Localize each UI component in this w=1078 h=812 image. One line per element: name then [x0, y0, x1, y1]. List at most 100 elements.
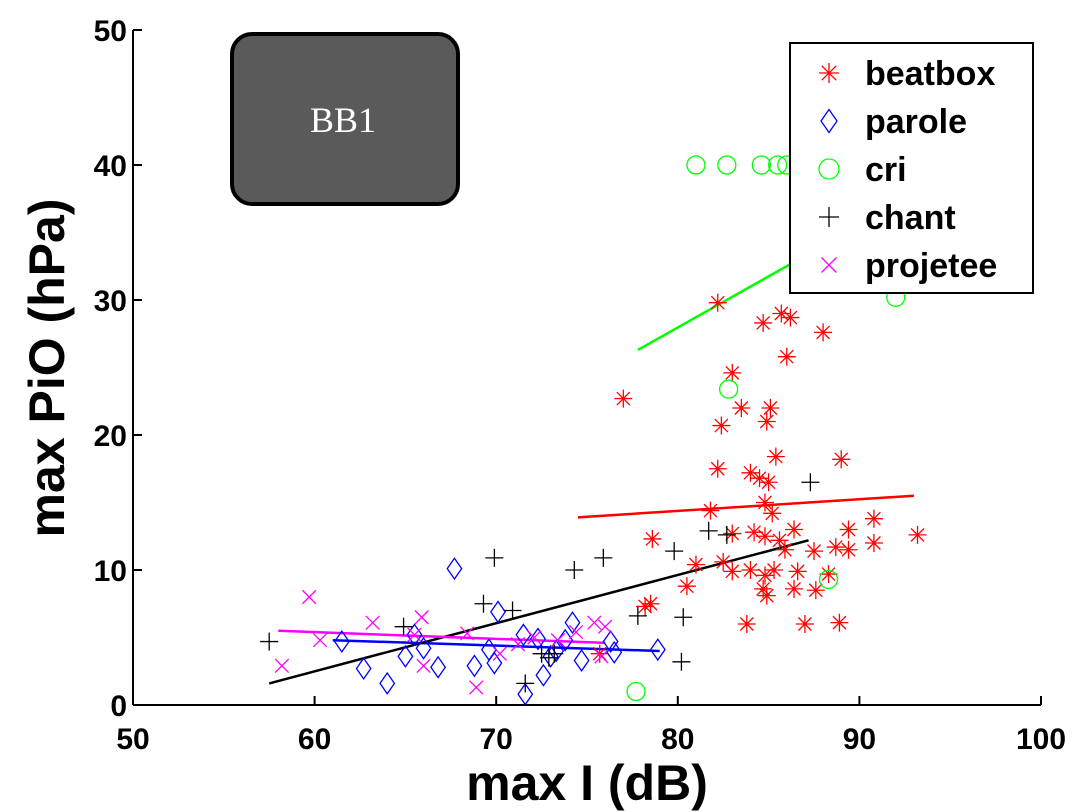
- legend-label-parole: parole: [865, 103, 967, 141]
- axes: [132, 29, 1042, 706]
- x-tick-label: 70: [480, 723, 513, 756]
- beatbox-point: [712, 416, 731, 435]
- y-tick-label: 0: [110, 690, 127, 723]
- cri-point: [818, 569, 839, 590]
- chant-series: [260, 473, 820, 693]
- y-tick-label: 50: [94, 15, 127, 48]
- parole-point: [573, 648, 590, 672]
- beatbox-point: [805, 542, 823, 561]
- tick-labels: 50 60 70 80 90 100 0 10 20 30 40 50: [94, 15, 1066, 756]
- beatbox-point: [864, 534, 883, 552]
- beatbox-point: [723, 363, 742, 382]
- parole-point: [430, 655, 447, 679]
- cri-point: [717, 155, 737, 175]
- projetee-point: [407, 627, 422, 643]
- beatbox-trend-line: [577, 494, 914, 519]
- parole-point: [415, 636, 432, 660]
- beatbox-point: [777, 347, 796, 366]
- y-tick-label: 30: [94, 285, 127, 318]
- beatbox-point: [788, 562, 807, 581]
- projetee-point: [510, 637, 526, 652]
- chant-point: [717, 525, 736, 544]
- chant-point: [628, 606, 647, 625]
- parole-trend-line: [332, 638, 660, 653]
- annotation-badge-box: [230, 32, 460, 206]
- parole-point: [406, 623, 423, 647]
- chant-point: [539, 648, 558, 667]
- x-tick-label: 50: [116, 723, 149, 756]
- parole-point: [557, 628, 574, 652]
- parole-point: [446, 557, 463, 581]
- trend-lines: [268, 239, 914, 685]
- legend-marker-projetee: [821, 257, 837, 273]
- parole-point: [397, 644, 414, 668]
- beatbox-point: [636, 597, 655, 616]
- projetee-point: [414, 610, 429, 625]
- chant-point: [503, 601, 522, 620]
- parole-point: [542, 644, 559, 668]
- parole-point: [517, 682, 534, 706]
- legend-marker-beatbox: [819, 63, 839, 83]
- projetee-point: [527, 630, 542, 645]
- beatbox-point: [763, 504, 782, 523]
- legend-label-beatbox: beatbox: [865, 55, 995, 93]
- data-markers: [260, 155, 927, 706]
- beatbox-point: [754, 313, 773, 332]
- beatbox-series: [590, 293, 927, 663]
- projetee-point: [301, 589, 317, 605]
- cri-point: [751, 155, 771, 175]
- chant-point: [565, 561, 584, 579]
- beatbox-point: [754, 579, 773, 598]
- beatbox-point: [723, 524, 742, 543]
- projetee-series: [274, 589, 613, 695]
- projetee-point: [550, 632, 566, 648]
- beatbox-point: [781, 308, 800, 327]
- beatbox-point: [814, 323, 833, 342]
- beatbox-point: [839, 520, 858, 539]
- legend-marker-cri: [818, 158, 840, 180]
- chant-point: [594, 548, 613, 567]
- beatbox-point: [741, 561, 760, 579]
- legend-label-cri: cri: [865, 151, 907, 189]
- beatbox-point: [614, 389, 633, 408]
- beatbox-point: [785, 520, 804, 539]
- chant-point: [260, 632, 279, 651]
- projetee-point: [594, 649, 609, 664]
- legend-marker-chant: [819, 207, 839, 227]
- projetee-point: [312, 632, 328, 648]
- parole-point: [486, 651, 503, 675]
- beatbox-point: [737, 615, 756, 633]
- beatbox-point: [643, 529, 662, 548]
- parole-point: [602, 630, 619, 654]
- beatbox-point: [755, 527, 774, 546]
- beatbox-point: [806, 581, 825, 600]
- projetee-point: [568, 624, 584, 640]
- cri-point: [718, 379, 739, 399]
- cri-point: [686, 155, 706, 175]
- x-tick-label: 100: [1016, 723, 1066, 756]
- beatbox-point: [785, 579, 804, 598]
- beatbox-point: [677, 577, 696, 596]
- beatbox-point: [832, 450, 851, 469]
- chant-point: [474, 594, 493, 613]
- chant-point: [674, 608, 693, 627]
- x-axis-label: max I (dB): [466, 755, 708, 811]
- beatbox-point: [761, 399, 780, 417]
- parole-point: [529, 627, 546, 651]
- annotation-badge-label: BB1: [310, 100, 376, 140]
- beatbox-point: [775, 540, 794, 559]
- parole-point: [606, 640, 623, 664]
- parole-point: [466, 654, 483, 678]
- cri-series: [626, 155, 906, 702]
- beatbox-point: [757, 412, 776, 431]
- y-tick-label: 40: [94, 150, 127, 183]
- projetee-point: [469, 680, 484, 695]
- projetee-point: [597, 619, 613, 634]
- beatbox-point: [723, 562, 742, 581]
- parole-series: [333, 557, 666, 706]
- beatbox-point: [819, 565, 838, 584]
- parole-point: [515, 623, 532, 647]
- chant-point: [485, 548, 504, 567]
- annotation-badge: BB1: [230, 32, 460, 206]
